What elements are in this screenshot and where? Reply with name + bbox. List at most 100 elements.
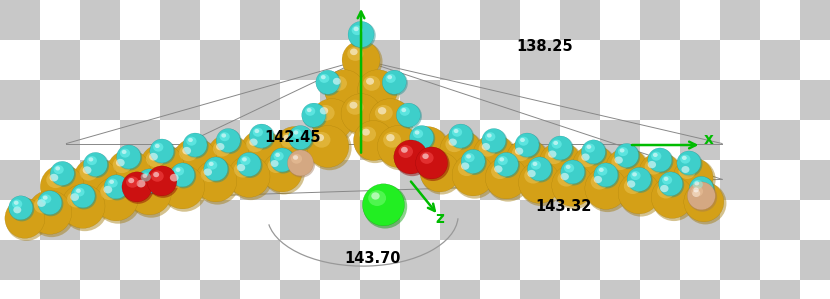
Ellipse shape [110, 180, 114, 184]
Ellipse shape [13, 206, 22, 213]
Ellipse shape [349, 22, 376, 49]
Ellipse shape [620, 148, 624, 152]
Ellipse shape [519, 137, 529, 146]
Ellipse shape [129, 178, 134, 183]
Bar [480, 200, 520, 240]
Ellipse shape [241, 131, 286, 175]
Ellipse shape [321, 75, 325, 79]
Ellipse shape [167, 172, 185, 188]
Ellipse shape [627, 167, 651, 191]
Bar [640, 280, 680, 299]
Bar [520, 240, 560, 280]
Ellipse shape [582, 140, 605, 164]
Ellipse shape [228, 155, 270, 197]
Ellipse shape [74, 158, 120, 204]
Bar [240, 240, 280, 280]
Bar [120, 280, 160, 299]
Ellipse shape [42, 194, 51, 203]
Ellipse shape [695, 181, 699, 185]
Bar [680, 0, 720, 40]
Ellipse shape [548, 150, 556, 158]
Ellipse shape [9, 196, 32, 220]
Bar [240, 80, 280, 120]
Bar [400, 200, 440, 240]
Ellipse shape [122, 150, 126, 154]
Bar [40, 280, 80, 299]
Bar [240, 0, 280, 40]
Bar [520, 280, 560, 299]
Ellipse shape [28, 191, 75, 237]
Ellipse shape [220, 132, 230, 141]
Bar [600, 240, 640, 280]
Ellipse shape [398, 145, 413, 158]
Ellipse shape [408, 126, 447, 167]
Ellipse shape [639, 152, 681, 194]
Ellipse shape [71, 193, 79, 201]
Ellipse shape [416, 147, 447, 179]
Ellipse shape [560, 173, 569, 180]
Ellipse shape [618, 173, 663, 216]
Bar [440, 280, 480, 299]
Ellipse shape [108, 179, 118, 187]
Ellipse shape [515, 147, 523, 155]
Bar [200, 120, 240, 160]
Bar [640, 160, 680, 200]
Bar [440, 80, 480, 120]
Bar [800, 200, 830, 240]
Ellipse shape [515, 133, 539, 157]
Bar [80, 200, 120, 240]
Ellipse shape [461, 162, 469, 170]
Ellipse shape [448, 138, 457, 146]
Bar [400, 40, 440, 80]
Ellipse shape [449, 124, 472, 148]
Ellipse shape [690, 176, 713, 200]
Ellipse shape [51, 161, 74, 185]
Ellipse shape [6, 199, 47, 241]
Ellipse shape [325, 70, 364, 110]
Ellipse shape [549, 136, 572, 160]
Bar [360, 80, 400, 120]
Ellipse shape [43, 196, 47, 200]
Ellipse shape [692, 190, 701, 197]
Ellipse shape [627, 180, 635, 188]
Bar [440, 160, 480, 200]
Bar [0, 240, 40, 280]
Ellipse shape [486, 158, 530, 202]
Bar [440, 240, 480, 280]
Ellipse shape [660, 185, 668, 192]
Ellipse shape [154, 143, 164, 152]
Ellipse shape [440, 131, 485, 175]
Bar [760, 160, 800, 200]
Ellipse shape [378, 107, 386, 115]
Ellipse shape [415, 130, 419, 135]
Ellipse shape [80, 164, 98, 181]
Ellipse shape [581, 153, 589, 161]
Ellipse shape [217, 129, 242, 154]
Ellipse shape [83, 166, 91, 174]
Ellipse shape [137, 180, 145, 187]
Ellipse shape [632, 172, 637, 176]
Ellipse shape [307, 126, 349, 167]
Bar [760, 280, 800, 299]
Ellipse shape [528, 157, 553, 182]
Bar [640, 200, 680, 240]
Ellipse shape [138, 169, 161, 193]
Ellipse shape [161, 166, 208, 212]
Bar [560, 40, 600, 80]
Ellipse shape [615, 144, 640, 169]
Bar [680, 120, 720, 160]
Ellipse shape [242, 157, 247, 161]
Bar [0, 0, 40, 40]
Ellipse shape [71, 184, 95, 208]
Ellipse shape [564, 164, 574, 173]
Ellipse shape [375, 105, 393, 121]
Ellipse shape [311, 99, 356, 143]
Ellipse shape [420, 152, 460, 192]
Bar [280, 40, 320, 80]
Bar [40, 0, 80, 40]
Bar [600, 40, 640, 80]
Ellipse shape [38, 191, 61, 215]
Ellipse shape [561, 160, 586, 185]
Ellipse shape [71, 184, 96, 209]
Bar [440, 0, 480, 40]
